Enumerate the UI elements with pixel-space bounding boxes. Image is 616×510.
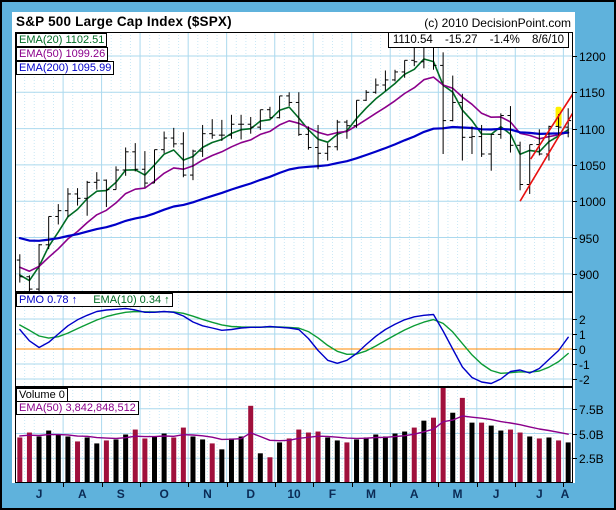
x-axis-month-label: S [116, 487, 125, 501]
y-axis-tick [573, 349, 577, 351]
price-axis-label: 900 [579, 267, 600, 282]
volume-axis-label: 2.5B [579, 452, 604, 467]
price-axis-label: 950 [579, 231, 600, 246]
price-axis-label: 1200 [579, 49, 606, 64]
price-axis-label: 1100 [579, 122, 605, 137]
pmo-axis-label: 2 [579, 313, 586, 327]
y-axis-tick [573, 319, 577, 320]
y-axis-tick [573, 273, 577, 275]
x-axis-month-label: J [492, 487, 500, 501]
price-chart-svg [15, 32, 573, 292]
x-axis-tick [313, 483, 315, 487]
volume-panel [15, 387, 573, 483]
y-axis-tick [573, 201, 577, 203]
x-axis-tick [438, 483, 440, 487]
x-axis-tick [101, 483, 103, 487]
volume-legend: Volume 0 [16, 388, 68, 402]
y-axis-tick [573, 164, 577, 166]
pmo-axis-label: -2 [579, 373, 590, 388]
volume-ema-legend: EMA(50) 3,842,848,512 [16, 401, 139, 415]
x-axis-tick [63, 483, 65, 487]
chart-title: S&P 500 Large Cap Index ($SPX) [16, 14, 232, 29]
y-axis-tick [573, 379, 577, 381]
trendline [519, 112, 573, 202]
volume-chart-svg [15, 387, 573, 483]
x-axis-month-label: J [535, 487, 543, 501]
price-axis-label: 1150 [579, 86, 605, 101]
ema20-legend: EMA(20) 1102.51 [16, 33, 108, 47]
ema50-legend: EMA(50) 1099.26 [16, 47, 109, 61]
x-axis-tick [188, 483, 190, 487]
x-axis-tick [515, 483, 517, 487]
pmo-legend: PMO 0.78 ↑ EMA(10) 0.34 ↑ [16, 293, 173, 307]
x-axis-tick [476, 483, 478, 487]
pmo-axis-label: 1 [579, 328, 586, 343]
y-axis-tick [573, 128, 577, 130]
pmo-axis-label: 0 [579, 343, 586, 358]
price-change-percent: -1.4% [489, 34, 520, 46]
copyright-text: (c) 2010 DecisionPoint.com [424, 16, 571, 30]
x-axis-month-label: 10 [287, 487, 301, 501]
x-axis-month-label: M [452, 487, 463, 501]
pmo-chart-svg [15, 292, 573, 387]
y-axis-tick [573, 237, 577, 239]
y-axis-tick [573, 433, 577, 435]
x-axis-tick [390, 483, 392, 487]
pmo-axis-label: -1 [579, 358, 590, 373]
pmo-ema-up-arrow-icon: ↑ [164, 294, 170, 306]
ema200-legend: EMA(200) 1095.99 [16, 61, 115, 75]
pmo-panel [15, 292, 573, 387]
last-price-readout: 1110.54 -15.27 -1.4% 8/6/10 [387, 32, 569, 48]
price-axis-label: 1000 [579, 195, 606, 210]
price-panel [15, 32, 573, 292]
y-axis-tick [573, 55, 577, 57]
x-axis-tick [351, 483, 353, 487]
x-axis-month-label: J [35, 487, 43, 501]
x-axis-month-label: D [246, 487, 256, 501]
y-axis-tick [573, 92, 577, 94]
pmo-ema-value-label: EMA(10) 0.34 [93, 294, 162, 306]
x-axis-month-label: F [328, 487, 337, 501]
x-axis-month-label: M [365, 487, 376, 501]
last-price: 1110.54 [392, 34, 433, 46]
x-axis-tick [563, 483, 565, 487]
x-axis-month-label: N [203, 487, 212, 501]
pmo-value-label: PMO 0.78 [19, 294, 69, 306]
quote-date: 8/6/10 [532, 34, 564, 46]
pmo-up-arrow-icon: ↑ [71, 294, 78, 306]
x-axis-month-label: O [159, 487, 169, 501]
x-axis-month-label: A [409, 487, 419, 501]
x-axis-month-label: A [78, 487, 87, 501]
price-change: -15.27 [444, 34, 478, 46]
x-axis-month-label: A [560, 487, 570, 501]
price-axis-label: 1050 [579, 158, 606, 173]
x-axis-tick [226, 483, 228, 487]
y-axis-tick [573, 408, 577, 410]
y-axis-tick [573, 458, 577, 460]
x-axis-tick [274, 483, 276, 487]
price-legend: EMA(20) 1102.51 EMA(50) 1099.26 EMA(200)… [16, 33, 115, 75]
x-axis-tick [140, 483, 142, 487]
volume-axis-label: 7.5B [579, 402, 604, 417]
trendline [529, 93, 573, 160]
y-axis-tick [573, 364, 577, 366]
y-axis-tick [573, 334, 577, 336]
volume-axis-label: 5.0B [579, 427, 604, 442]
